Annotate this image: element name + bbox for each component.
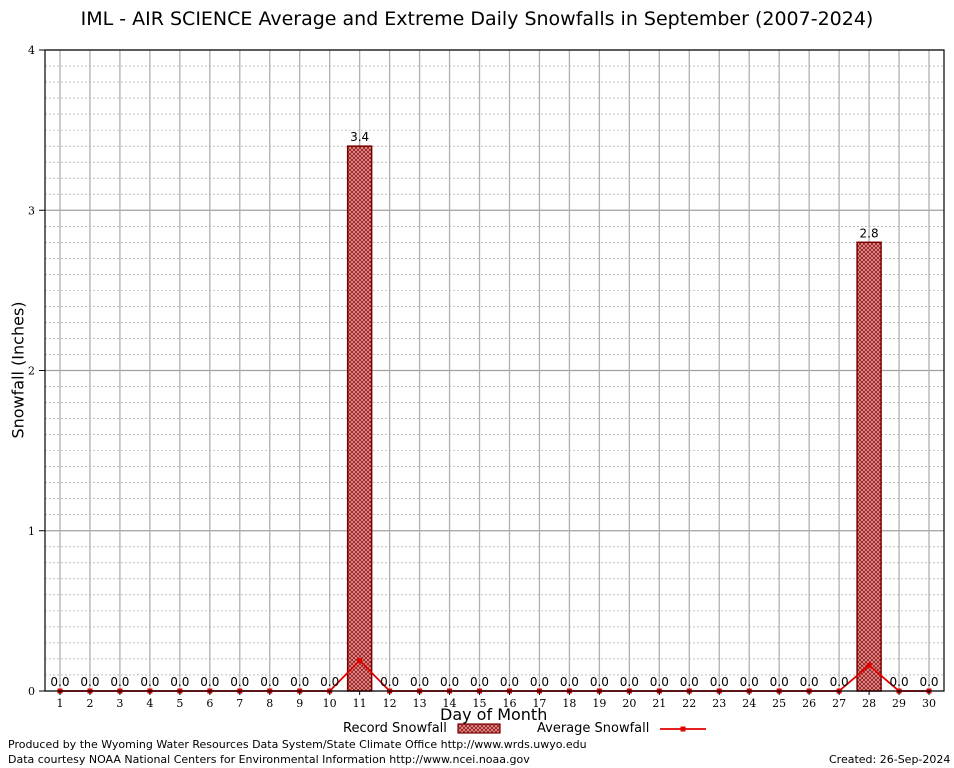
bar-value-label: 0.0 xyxy=(110,675,129,689)
x-tick-label: 24 xyxy=(742,697,756,710)
x-tick-label: 28 xyxy=(862,697,876,710)
chart-title: IML - AIR SCIENCE Average and Extreme Da… xyxy=(80,8,874,30)
bar-value-label: 0.0 xyxy=(890,675,909,689)
x-tick-label: 2 xyxy=(86,697,93,710)
x-tick-label: 8 xyxy=(266,697,273,710)
bar-value-label: 0.0 xyxy=(380,675,399,689)
average-point xyxy=(357,658,363,664)
bar-value-label: 0.0 xyxy=(50,675,69,689)
x-tick-label: 26 xyxy=(802,697,816,710)
bar-value-label: 0.0 xyxy=(830,675,849,689)
footer-data-courtesy: Data courtesy NOAA National Centers for … xyxy=(8,753,530,766)
bar-value-label: 0.0 xyxy=(170,675,189,689)
x-tick-label: 14 xyxy=(443,697,457,710)
bar-value-label: 0.0 xyxy=(710,675,729,689)
footer-produced-by: Produced by the Wyoming Water Resources … xyxy=(8,738,587,751)
legend-swatches xyxy=(457,723,706,734)
bar-value-label: 0.0 xyxy=(560,675,579,689)
x-tick-label: 20 xyxy=(622,697,636,710)
y-tick-label: 1 xyxy=(28,525,35,538)
x-tick-label: 17 xyxy=(532,697,546,710)
x-tick-label: 11 xyxy=(353,697,367,710)
plot-frame xyxy=(44,49,945,692)
bar-value-label: 3.4 xyxy=(350,130,369,144)
x-tick-label: 6 xyxy=(206,697,213,710)
record-bar xyxy=(856,241,882,692)
bar-value-labels: 0.0 0.0 0.0 0.0 0.0 0.0 0.0 0.0 0.0 0.0 3.4 0.0 0.0 0… xyxy=(50,130,938,689)
x-tick-label: 19 xyxy=(592,697,606,710)
bar-value-label: 2.8 xyxy=(860,226,879,240)
x-tick-label: 23 xyxy=(712,697,726,710)
y-tick-label: 3 xyxy=(28,204,35,217)
x-tick-label: 16 xyxy=(502,697,516,710)
bar-value-label: 0.0 xyxy=(440,675,459,689)
x-tick-label: 4 xyxy=(146,697,153,710)
y-tick-label: 4 xyxy=(28,44,35,57)
x-tick-label: 18 xyxy=(562,697,576,710)
x-tick-label: 25 xyxy=(772,697,786,710)
bar-value-label: 0.0 xyxy=(530,675,549,689)
x-tick-label: 5 xyxy=(176,697,183,710)
bar-value-label: 0.0 xyxy=(620,675,639,689)
x-tick-label: 29 xyxy=(892,697,906,710)
bar-value-label: 0.0 xyxy=(290,675,309,689)
y-tick-label: 2 xyxy=(28,365,35,378)
record-bars xyxy=(346,145,882,692)
bar-value-label: 0.0 xyxy=(200,675,219,689)
y-tick-label: 0 xyxy=(28,685,35,698)
x-axis-label: Day of Month xyxy=(440,705,548,724)
legend-record-swatch xyxy=(457,723,501,734)
x-tick-label: 1 xyxy=(56,697,63,710)
legend-average-marker xyxy=(680,726,686,732)
bar-value-label: 0.0 xyxy=(770,675,789,689)
x-tick-label: 9 xyxy=(296,697,303,710)
bar-value-label: 0.0 xyxy=(140,675,159,689)
footer-created: Created: 26-Sep-2024 xyxy=(829,753,951,766)
x-tick-label: 3 xyxy=(116,697,123,710)
minor-gridlines xyxy=(45,65,944,676)
bar-value-label: 0.0 xyxy=(470,675,489,689)
legend-record-label: Record Snowfall xyxy=(343,721,447,736)
bar-value-label: 0.0 xyxy=(80,675,99,689)
x-tick-label: 15 xyxy=(473,697,487,710)
bar-value-label: 0.0 xyxy=(500,675,519,689)
bar-value-label: 0.0 xyxy=(230,675,249,689)
record-bar xyxy=(346,145,373,692)
bar-value-label: 0.0 xyxy=(919,675,938,689)
x-tick-label: 27 xyxy=(832,697,846,710)
legend-average-label: Average Snowfall xyxy=(537,721,650,736)
bar-value-label: 0.0 xyxy=(800,675,819,689)
x-tick-label: 30 xyxy=(922,697,936,710)
x-tick-label: 7 xyxy=(236,697,243,710)
x-tick-label: 10 xyxy=(323,697,337,710)
average-point xyxy=(866,662,872,668)
bar-value-label: 0.0 xyxy=(320,675,339,689)
x-tick-label: 21 xyxy=(652,697,666,710)
bar-value-label: 0.0 xyxy=(650,675,669,689)
bar-value-label: 0.0 xyxy=(740,675,759,689)
x-tick-label: 12 xyxy=(383,697,397,710)
bar-value-label: 0.0 xyxy=(680,675,699,689)
bar-value-label: 0.0 xyxy=(410,675,429,689)
x-tick-label: 22 xyxy=(682,697,696,710)
bar-value-label: 0.0 xyxy=(590,675,609,689)
bar-value-label: 0.0 xyxy=(260,675,279,689)
x-tick-label: 13 xyxy=(413,697,427,710)
